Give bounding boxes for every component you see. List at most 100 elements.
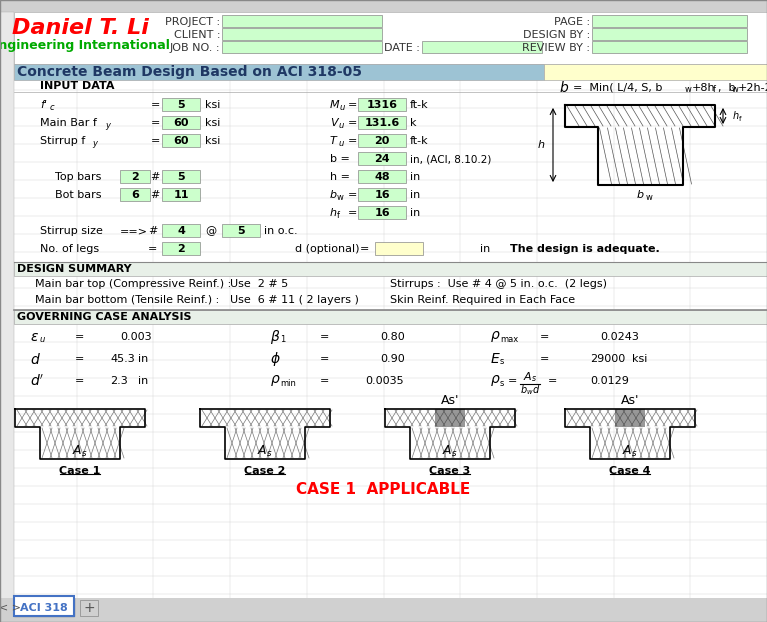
Text: =  Min( L/4, S, b: = Min( L/4, S, b bbox=[573, 83, 663, 93]
Text: f: f bbox=[713, 85, 716, 95]
Text: in: in bbox=[410, 172, 420, 182]
Text: PROJECT :: PROJECT : bbox=[165, 17, 220, 27]
Bar bbox=[162, 98, 200, 111]
Text: 0.0243: 0.0243 bbox=[600, 332, 639, 342]
Text: 0.003: 0.003 bbox=[120, 332, 152, 342]
Text: ==>: ==> bbox=[120, 226, 148, 236]
Text: b: b bbox=[560, 81, 569, 95]
Text: Main Bar f: Main Bar f bbox=[40, 118, 97, 128]
Text: 0.0035: 0.0035 bbox=[365, 376, 403, 386]
Bar bbox=[162, 188, 200, 201]
Text: Engineering International: Engineering International bbox=[0, 39, 170, 52]
Text: s: s bbox=[500, 379, 505, 388]
Text: Skin Reinf. Required in Each Face: Skin Reinf. Required in Each Face bbox=[390, 295, 575, 305]
Text: @: @ bbox=[205, 226, 216, 236]
Text: 2: 2 bbox=[177, 244, 185, 254]
Text: 16: 16 bbox=[374, 190, 390, 200]
Bar bbox=[14, 598, 74, 616]
Text: 5: 5 bbox=[177, 100, 185, 110]
Text: in, (ACI, 8.10.2): in, (ACI, 8.10.2) bbox=[410, 154, 492, 164]
Text: u: u bbox=[339, 121, 344, 129]
Bar bbox=[162, 170, 200, 183]
Text: $A_s$: $A_s$ bbox=[622, 443, 638, 458]
Text: min: min bbox=[280, 379, 296, 388]
Text: ft-k: ft-k bbox=[410, 100, 429, 110]
Bar bbox=[222, 15, 382, 27]
Text: Stirrup f: Stirrup f bbox=[40, 136, 85, 146]
Bar bbox=[14, 310, 767, 324]
Bar bbox=[162, 242, 200, 255]
Bar bbox=[162, 134, 200, 147]
Text: V: V bbox=[330, 118, 337, 128]
Text: Use  6 # 11 ( 2 layers ): Use 6 # 11 ( 2 layers ) bbox=[230, 295, 359, 305]
Bar bbox=[14, 12, 767, 64]
Text: 29000: 29000 bbox=[590, 354, 625, 364]
Text: PAGE :: PAGE : bbox=[554, 17, 590, 27]
Bar bbox=[14, 596, 74, 616]
Text: max: max bbox=[500, 335, 518, 343]
Text: =: = bbox=[320, 354, 329, 364]
Text: in o.c.: in o.c. bbox=[264, 226, 298, 236]
Text: +: + bbox=[83, 601, 95, 615]
Text: =: = bbox=[148, 244, 157, 254]
Text: $d$: $d$ bbox=[30, 351, 41, 366]
Text: GOVERNING CASE ANALYSIS: GOVERNING CASE ANALYSIS bbox=[17, 312, 192, 322]
Text: #: # bbox=[148, 226, 157, 236]
Text: ksi: ksi bbox=[632, 354, 647, 364]
Bar bbox=[544, 64, 767, 80]
Text: =: = bbox=[348, 190, 357, 200]
Text: Main bar bottom (Tensile Reinf.) :: Main bar bottom (Tensile Reinf.) : bbox=[35, 295, 219, 305]
Bar bbox=[222, 41, 382, 53]
Text: 16: 16 bbox=[374, 208, 390, 218]
Bar bbox=[435, 409, 465, 427]
Text: JOB NO. :: JOB NO. : bbox=[170, 43, 220, 53]
Bar bbox=[615, 409, 645, 427]
Bar bbox=[592, 15, 747, 27]
Text: $A_s$: $A_s$ bbox=[257, 443, 273, 458]
Text: =: = bbox=[320, 376, 329, 386]
Text: f: f bbox=[337, 210, 340, 220]
Text: #: # bbox=[150, 172, 160, 182]
Text: #: # bbox=[150, 190, 160, 200]
Text: d (optional): d (optional) bbox=[295, 244, 360, 254]
Text: Case 4: Case 4 bbox=[609, 466, 650, 476]
Text: =: = bbox=[348, 136, 357, 146]
Bar bbox=[80, 600, 98, 616]
Text: b: b bbox=[330, 190, 337, 200]
Text: $\beta$: $\beta$ bbox=[270, 328, 281, 346]
Text: =: = bbox=[348, 100, 357, 110]
Text: $A_s$: $A_s$ bbox=[523, 370, 537, 384]
Text: $\phi$: $\phi$ bbox=[270, 350, 281, 368]
Text: $\rho$: $\rho$ bbox=[490, 373, 501, 389]
Text: w: w bbox=[685, 85, 692, 95]
Text: 4: 4 bbox=[177, 226, 185, 236]
Text: $d'$: $d'$ bbox=[30, 373, 44, 389]
Text: 24: 24 bbox=[374, 154, 390, 164]
Text: u: u bbox=[40, 335, 45, 343]
Text: Case 1: Case 1 bbox=[59, 466, 100, 476]
Text: 1: 1 bbox=[280, 335, 285, 343]
Text: in: in bbox=[138, 376, 148, 386]
Text: y: y bbox=[92, 139, 97, 147]
Text: =: = bbox=[150, 118, 160, 128]
Bar bbox=[162, 116, 200, 129]
Text: 48: 48 bbox=[374, 172, 390, 182]
Text: 0.80: 0.80 bbox=[380, 332, 405, 342]
Text: f': f' bbox=[40, 100, 47, 110]
Bar bbox=[358, 134, 406, 147]
Text: u: u bbox=[340, 103, 345, 111]
Text: 5: 5 bbox=[177, 172, 185, 182]
Text: =: = bbox=[508, 376, 518, 386]
Text: The design is adequate.: The design is adequate. bbox=[510, 244, 660, 254]
Text: =: = bbox=[348, 118, 357, 128]
Text: w: w bbox=[732, 85, 739, 95]
Text: 6: 6 bbox=[131, 190, 139, 200]
Text: Case 3: Case 3 bbox=[430, 466, 471, 476]
Text: h =: h = bbox=[330, 172, 350, 182]
Text: 60: 60 bbox=[173, 118, 189, 128]
Text: $\rho$: $\rho$ bbox=[490, 330, 501, 345]
Text: DESIGN SUMMARY: DESIGN SUMMARY bbox=[17, 264, 132, 274]
Text: h: h bbox=[538, 140, 545, 150]
Text: in: in bbox=[138, 354, 148, 364]
Text: INPUT DATA: INPUT DATA bbox=[40, 81, 114, 91]
